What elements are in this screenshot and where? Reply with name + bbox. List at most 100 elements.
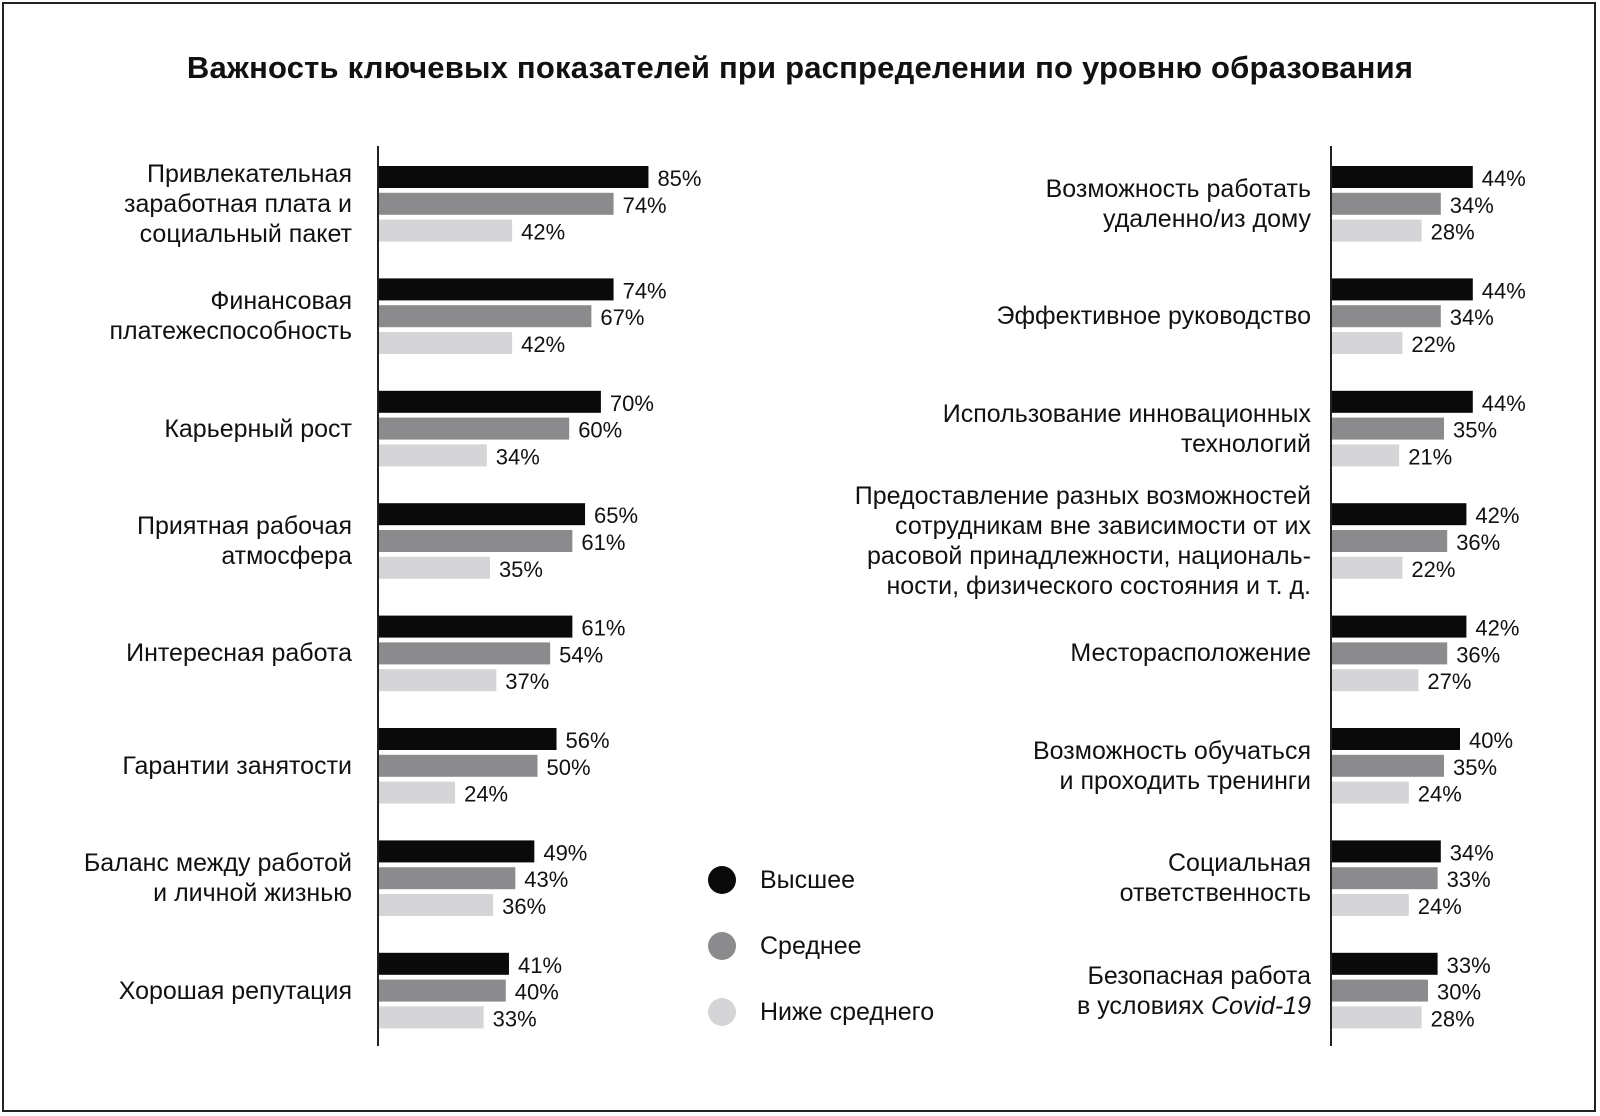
- bar: [1332, 332, 1403, 354]
- bar: [1332, 894, 1409, 916]
- bar: [1332, 615, 1467, 638]
- bar: [1332, 530, 1448, 552]
- data-label: 37%: [505, 669, 549, 694]
- bar: [379, 332, 513, 354]
- category-label: Привлекательная заработная плата и социаль…: [12, 159, 352, 249]
- category-label: Использование инновационных технологий: [751, 399, 1311, 459]
- data-label: 33%: [1447, 953, 1491, 978]
- category-label: Социальная ответственность: [751, 848, 1311, 908]
- bar: [1332, 840, 1441, 863]
- bar: [1332, 867, 1438, 890]
- data-label: 35%: [1453, 755, 1497, 780]
- category-label: Возможность работать удаленно/из дому: [751, 174, 1311, 234]
- category-label-line: Баланс между работой: [83, 849, 352, 878]
- data-label: 43%: [524, 867, 568, 892]
- category-label-line: Интересная работа: [126, 639, 352, 668]
- data-label: 22%: [1411, 557, 1455, 582]
- category-label-line: Использование инновационных: [942, 399, 1311, 428]
- category-label: Интересная работа: [12, 638, 352, 668]
- legend-label: Высшее: [760, 866, 856, 894]
- data-label: 65%: [594, 503, 638, 528]
- data-label: 21%: [1408, 444, 1452, 469]
- bar: [1332, 166, 1473, 188]
- data-label: 36%: [1456, 530, 1500, 555]
- data-label: 49%: [543, 840, 587, 865]
- data-label: 24%: [1418, 894, 1462, 919]
- category-label: Гарантии занятости: [12, 751, 352, 781]
- data-label: 33%: [1447, 867, 1491, 892]
- bar: [379, 278, 614, 301]
- legend-marker: [708, 932, 736, 960]
- category-label-line: Эффективное руководство: [996, 302, 1311, 331]
- bar: [379, 781, 456, 804]
- category-label: Месторасположение: [751, 638, 1311, 668]
- category-label-line: Предоставление разных возможностей: [854, 482, 1311, 510]
- bar: [379, 305, 592, 328]
- bar: [379, 503, 586, 526]
- data-label: 34%: [1450, 305, 1494, 330]
- category-label-line: Гарантии занятости: [122, 751, 352, 780]
- category-label-line: технологий: [1180, 429, 1311, 458]
- category-label-line: платежеспособность: [109, 317, 352, 346]
- data-label: 42%: [521, 220, 565, 245]
- legend-label: Ниже среднего: [760, 998, 935, 1026]
- bar: [379, 867, 516, 890]
- bar: [379, 192, 614, 215]
- category-label-line: Хорошая репутация: [118, 976, 352, 1005]
- data-label: 42%: [1475, 503, 1519, 528]
- category-label: Возможность обучаться и проходить тренинг…: [751, 736, 1311, 796]
- data-label: 50%: [547, 755, 591, 780]
- category-label-line: Приятная рабочая: [137, 512, 352, 540]
- category-label-line: и проходить тренинги: [1059, 766, 1311, 795]
- bar: [1332, 952, 1438, 975]
- bar: [1332, 979, 1428, 1002]
- category-label-line: и личной жизнью: [153, 879, 352, 908]
- category-label-line: ответственность: [1119, 879, 1311, 908]
- category-label-line: ности, физического состояния и т. д.: [886, 572, 1311, 600]
- category-label: Карьерный рост: [12, 414, 352, 444]
- data-label: 54%: [559, 642, 603, 667]
- data-label: 60%: [578, 418, 622, 443]
- data-label: 42%: [1475, 616, 1519, 641]
- bar: [379, 894, 494, 916]
- legend-marker: [708, 866, 736, 894]
- category-label-line: удаленно/из дому: [1103, 204, 1311, 233]
- data-label: 61%: [581, 616, 625, 641]
- category-label-line: Месторасположение: [1070, 639, 1311, 668]
- category-label-line: расовой принадлежности, националь-: [866, 542, 1311, 570]
- bar: [1332, 390, 1473, 413]
- data-label: 41%: [518, 953, 562, 978]
- data-label: 33%: [493, 1006, 537, 1031]
- category-label-line: заработная плата и: [124, 189, 352, 218]
- bar: [1332, 556, 1403, 579]
- bar: [1332, 219, 1422, 242]
- data-label: 74%: [623, 193, 667, 218]
- bar: [379, 669, 497, 692]
- category-label-line: Социальная: [1167, 849, 1311, 878]
- data-label: 34%: [1450, 193, 1494, 218]
- legend-marker: [708, 998, 736, 1026]
- data-label: 70%: [610, 391, 654, 416]
- chart-title: Важность ключевых показателей при распре…: [186, 50, 1414, 85]
- data-label: 40%: [1469, 728, 1513, 753]
- bar: [1332, 754, 1444, 777]
- bar: [379, 390, 601, 413]
- bar: [379, 754, 538, 777]
- bar: [1332, 669, 1419, 692]
- data-label: 36%: [1456, 642, 1500, 667]
- category-label-line: социальный пакет: [139, 219, 352, 248]
- category-label-line: в условиях Covid-19: [751, 991, 1311, 1021]
- data-label: 35%: [499, 557, 543, 582]
- data-label: 28%: [1431, 1006, 1475, 1031]
- category-label: Эффективное руководство: [751, 301, 1311, 331]
- data-label: 56%: [566, 728, 610, 753]
- bar: [379, 444, 487, 467]
- category-label-text: в условиях: [1076, 991, 1211, 1020]
- bar: [379, 166, 649, 188]
- data-label: 24%: [1418, 782, 1462, 807]
- data-label: 85%: [657, 166, 701, 191]
- category-label: Финансовая платежеспособность: [12, 286, 352, 346]
- category-label-line: атмосфера: [221, 542, 352, 570]
- bar: [1332, 728, 1460, 750]
